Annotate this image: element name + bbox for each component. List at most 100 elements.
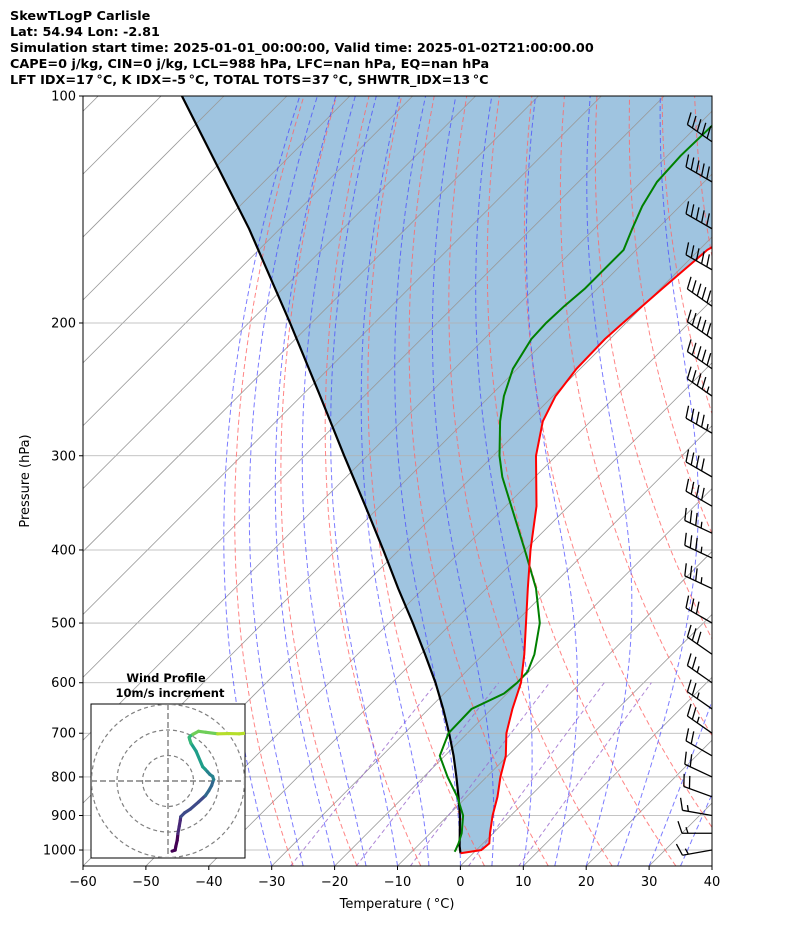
wind-barb-feather — [691, 682, 697, 696]
wind-barb — [684, 507, 712, 534]
wind-barb — [685, 449, 712, 478]
dry-adiabat — [594, 96, 712, 640]
wind-barbs — [675, 88, 724, 856]
wind-barb-feather — [706, 323, 712, 336]
wind-barb — [675, 843, 712, 856]
wind-barb-shaft — [685, 461, 712, 478]
wind-barb-half-feather — [722, 143, 724, 149]
wind-barb — [686, 339, 712, 370]
wind-barb-shaft — [685, 254, 712, 271]
wind-barb-feather — [700, 163, 705, 177]
isotherm-line — [83, 96, 288, 301]
time-line: Simulation start time: 2025-01-01_00:00:… — [10, 41, 594, 56]
wind-barb-feather — [686, 703, 692, 717]
wind-barb — [686, 703, 712, 734]
wind-barb-shaft — [685, 417, 712, 434]
wind-barb-feather — [691, 342, 697, 356]
wind-barb-feather — [685, 154, 690, 168]
wind-barb — [685, 405, 712, 434]
wind-barb-feather — [701, 122, 707, 136]
wind-barb-feather — [700, 458, 705, 472]
header: SkewTLogP Carlisle Lat: 54.94 Lon: -2.81… — [10, 9, 594, 89]
dry-adiabat — [448, 96, 613, 866]
isotherm-line — [145, 299, 712, 866]
wind-barb-half-feather — [700, 521, 703, 529]
wind-barb-feather — [700, 251, 705, 264]
wind-barb-feather — [685, 405, 690, 419]
wind-barb-feather — [685, 728, 690, 741]
y-tick-label: 900 — [51, 809, 76, 824]
wind-barb-feather — [691, 707, 697, 720]
y-tick-label: 100 — [51, 90, 76, 105]
wind-barb-feather — [695, 207, 700, 220]
hodograph-segment — [188, 800, 201, 811]
wind-barb-feather — [700, 414, 705, 428]
mixing-ratio-line — [355, 682, 499, 866]
parcel-path-line — [180, 96, 462, 854]
wind-barb — [686, 366, 712, 397]
y-tick-label: 400 — [51, 543, 76, 558]
wind-barb-feather — [696, 631, 702, 645]
isotherm-line — [334, 488, 712, 866]
dry-adiabat — [367, 96, 485, 866]
wind-barb-feather — [717, 88, 722, 100]
moist-adiabat-lines — [223, 96, 712, 866]
mixing-ratio-line — [409, 682, 550, 866]
wind-barb-feather — [706, 290, 712, 303]
hodograph-segment — [204, 730, 220, 736]
wind-barb-shaft — [687, 351, 712, 370]
hodograph-inset: Wind Profile 10m/s increment — [90, 671, 246, 859]
wind-barb-feather — [695, 455, 700, 469]
moist-adiabat — [525, 96, 578, 866]
wind-barb-feather — [686, 112, 692, 125]
wind-barb-shaft — [685, 490, 712, 507]
wind-barb-feather — [684, 563, 687, 576]
wind-barb-feather — [706, 254, 710, 267]
wind-barb-feather — [700, 210, 705, 223]
wind-barb-feather — [690, 598, 695, 612]
x-tick-label: −50 — [132, 875, 159, 890]
mixing-ratio-lines — [290, 682, 652, 866]
dry-adiabat — [280, 96, 358, 866]
wind-barb-half-feather — [721, 98, 723, 104]
wind-barb-shaft — [687, 378, 712, 397]
dry-adiabat — [523, 96, 712, 829]
wind-barb-feather — [691, 312, 697, 326]
isotherm-line — [83, 96, 225, 238]
wind-barb-shaft — [687, 288, 712, 307]
dry-adiabat — [408, 96, 549, 866]
moist-adiabat — [431, 96, 495, 866]
wind-barb-feather — [684, 751, 687, 765]
wind-barb-feather — [690, 204, 695, 217]
wind-barb-feather — [686, 366, 692, 380]
wind-barb-feather — [695, 411, 700, 425]
wind-barb-feather — [691, 656, 697, 670]
wind-barb — [685, 595, 712, 624]
indices-line-1: CAPE=0 j/kg, CIN=0 j/kg, LCL=988 hPa, LF… — [10, 57, 490, 72]
wind-barb-feather — [685, 201, 690, 214]
x-tick-label: −10 — [384, 875, 411, 890]
moist-adiabat — [248, 96, 318, 866]
wind-barb-half-feather — [684, 848, 689, 855]
hodograph-title: Wind Profile — [126, 671, 206, 685]
wind-barb-shaft — [684, 575, 712, 590]
isotherm-line — [523, 676, 712, 866]
y-tick-label: 700 — [51, 727, 76, 742]
isotherm-line — [775, 96, 794, 866]
isotherm-lines — [83, 96, 794, 866]
wind-barb-feather — [690, 408, 695, 422]
wind-barb-feather — [686, 276, 692, 290]
wind-barb-shaft — [683, 785, 712, 798]
y-tick-label: 1000 — [43, 844, 76, 859]
wind-barb-shaft — [687, 665, 712, 684]
wind-barb-shaft — [710, 96, 712, 97]
wind-barb-shaft — [685, 213, 712, 230]
hodograph-segment — [194, 749, 205, 769]
wind-barb-feather — [711, 139, 712, 142]
wind-barb-shaft — [685, 166, 712, 183]
wind-barb-half-feather — [696, 716, 700, 724]
wind-barb-feather — [691, 115, 697, 129]
x-tick-label: 30 — [641, 875, 658, 890]
wind-barb-feather — [686, 309, 692, 322]
moist-adiabat — [648, 699, 712, 866]
